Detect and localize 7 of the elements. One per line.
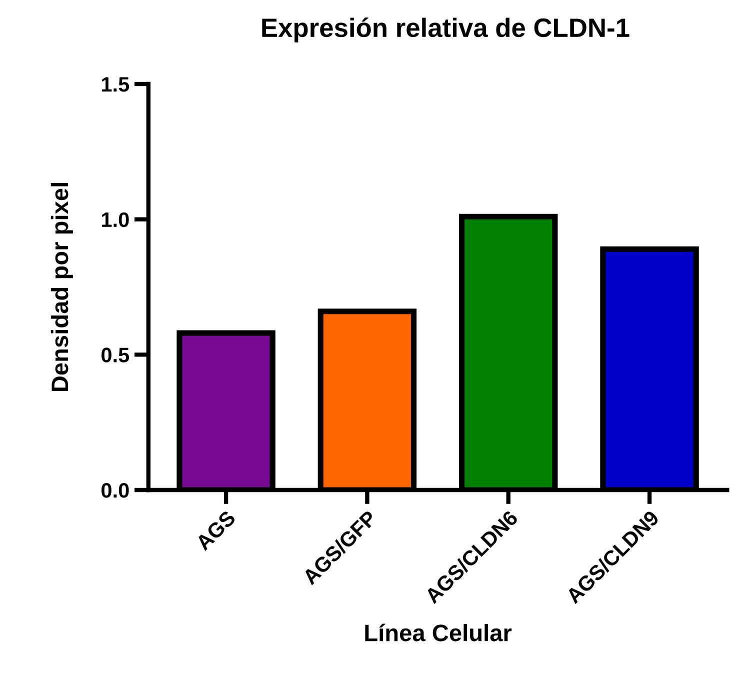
- y-tick-label: 0.5: [102, 348, 130, 362]
- y-tick-label: 0.0: [102, 483, 129, 498]
- chart-title: Expresión relativa de CLDN-1: [262, 18, 630, 42]
- y-tick-label: 1.5: [102, 77, 130, 92]
- y-axis-title: Densidad por pixel: [50, 183, 73, 392]
- y-tick-label: 1.0: [102, 212, 129, 228]
- x-axis-title: Línea Celular: [365, 624, 512, 642]
